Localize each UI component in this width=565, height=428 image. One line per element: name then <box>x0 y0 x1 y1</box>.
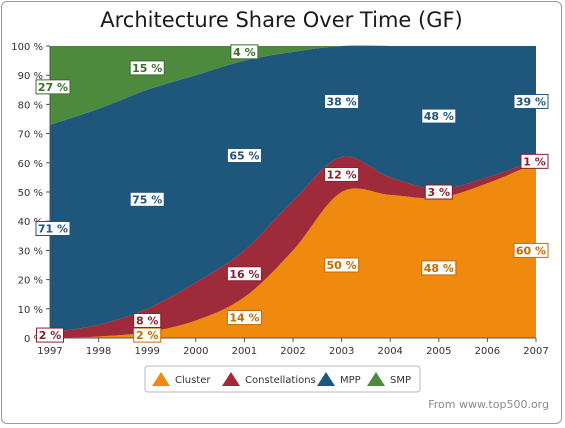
data-label: 38 % <box>327 95 357 108</box>
x-tick-label: 2001 <box>232 346 257 357</box>
data-label: 39 % <box>516 95 546 108</box>
y-tick-label: 10 % <box>18 305 43 316</box>
data-label: 14 % <box>229 312 259 325</box>
data-label: 65 % <box>229 150 259 163</box>
data-label-box <box>226 266 262 282</box>
y-tick-label: 50 % <box>18 188 43 199</box>
legend-marker-constellations <box>222 372 240 386</box>
x-tick-label: 2007 <box>523 346 548 357</box>
legend-label: Constellations <box>245 375 316 386</box>
data-label-box <box>226 310 262 326</box>
x-tick-label: 2005 <box>426 346 451 357</box>
legend-label: SMP <box>390 375 411 386</box>
data-label: 48 % <box>424 262 454 275</box>
data-label-box <box>36 327 64 343</box>
data-label: 4 % <box>233 46 256 59</box>
data-label-box <box>513 242 549 258</box>
chart-title: Architecture Share Over Time (GF) <box>100 8 463 32</box>
x-tick-label: 2000 <box>183 346 208 357</box>
legend-label: MPP <box>340 375 361 386</box>
data-label-box <box>35 79 71 95</box>
data-label: 71 % <box>38 223 68 236</box>
y-tick-label: 80 % <box>18 100 43 111</box>
legend-box <box>144 365 421 393</box>
legend-marker-mpp <box>317 372 335 386</box>
data-label: 3 % <box>428 186 451 199</box>
x-tick-label: 2003 <box>329 346 354 357</box>
data-label-box <box>226 148 262 163</box>
y-tick-label: 20 % <box>18 276 43 287</box>
area-smp <box>50 45 536 125</box>
y-tick-label: 70 % <box>18 130 43 141</box>
data-label-box <box>324 93 360 109</box>
data-label-box <box>129 191 165 207</box>
y-tick-label: 0 % <box>24 334 43 345</box>
y-tick-label: 40 % <box>18 217 43 228</box>
legend-marker-cluster <box>152 372 170 386</box>
data-label: 2 % <box>136 329 159 342</box>
data-label: 60 % <box>516 244 546 257</box>
area-mpp <box>50 45 536 333</box>
x-tick-label: 1998 <box>86 346 111 357</box>
data-label-box <box>421 260 457 276</box>
data-label: 12 % <box>327 168 357 181</box>
y-tick-label: 100 % <box>11 42 43 53</box>
area-constellations <box>50 156 536 338</box>
y-tick-label: 30 % <box>18 246 43 257</box>
x-tick-label: 2002 <box>280 346 305 357</box>
x-tick-label: 2006 <box>475 346 500 357</box>
data-label: 1 % <box>523 155 546 168</box>
x-tick-label: 2004 <box>377 346 402 357</box>
x-tick-label: 1997 <box>37 346 62 357</box>
data-label: 8 % <box>136 314 159 327</box>
y-tick-label: 90 % <box>18 71 43 82</box>
data-label-box <box>421 108 457 124</box>
source-note: From www.top500.org <box>428 398 549 411</box>
legend-marker-smp <box>367 372 385 386</box>
data-label-box <box>133 312 162 328</box>
data-label-box <box>35 221 71 236</box>
data-label: 15 % <box>132 62 162 75</box>
legend-label: Cluster <box>175 375 211 386</box>
data-label-box <box>324 257 360 273</box>
data-label-box <box>324 166 360 182</box>
data-label: 27 % <box>38 81 68 94</box>
data-label-box <box>129 60 165 76</box>
data-label-box <box>133 327 162 343</box>
data-label: 2 % <box>39 329 62 342</box>
data-label-box <box>513 93 549 109</box>
data-label-box <box>424 184 453 200</box>
data-label-box <box>230 44 259 60</box>
y-tick-label: 60 % <box>18 159 43 170</box>
x-tick-label: 1999 <box>134 346 159 357</box>
data-label: 48 % <box>424 110 454 123</box>
data-label: 50 % <box>327 259 357 272</box>
data-label: 16 % <box>229 268 259 281</box>
data-label: 75 % <box>132 193 162 206</box>
data-label-box <box>520 153 549 169</box>
